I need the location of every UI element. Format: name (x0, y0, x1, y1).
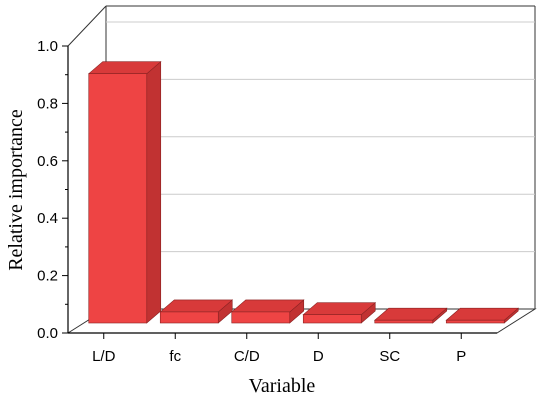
x-tick-label: fc (169, 348, 181, 365)
bars (87, 61, 520, 324)
bar (87, 61, 162, 324)
bar-front (231, 311, 291, 324)
bar-front (374, 319, 434, 324)
bar-side (146, 61, 162, 324)
x-tick-label: D (313, 348, 324, 365)
x-tick-label: L/D (92, 348, 116, 365)
bar (230, 299, 305, 324)
left-top-diagonal (67, 5, 107, 47)
y-axis-title: Relative importance (5, 109, 27, 271)
y-tick-label: 0.4 (37, 210, 58, 227)
y-tick-label: 1.0 (37, 38, 58, 55)
x-tick-label: P (456, 348, 466, 365)
bar-front (159, 311, 219, 324)
y-tick-label: 0.2 (37, 268, 58, 285)
bar (373, 307, 448, 324)
x-tick-label: C/D (234, 348, 260, 365)
bar-front (445, 319, 505, 324)
axes (62, 45, 497, 339)
x-axis-title: Variable (249, 375, 316, 397)
bar (445, 307, 520, 324)
bar (159, 299, 234, 324)
bar-front (88, 73, 148, 324)
gridlines (106, 21, 535, 253)
x-tick-label: SC (379, 348, 400, 365)
y-tick-labels: 0.0 0.2 0.4 0.6 0.8 1.0 (37, 38, 58, 342)
y-tick-label: 0.8 (37, 95, 58, 112)
bar (302, 302, 377, 324)
y-tick-label: 0.6 (37, 153, 58, 170)
x-tick-labels: L/D fc C/D D SC P (92, 348, 466, 365)
bar-front (302, 314, 362, 324)
y-tick-label: 0.0 (37, 325, 58, 342)
